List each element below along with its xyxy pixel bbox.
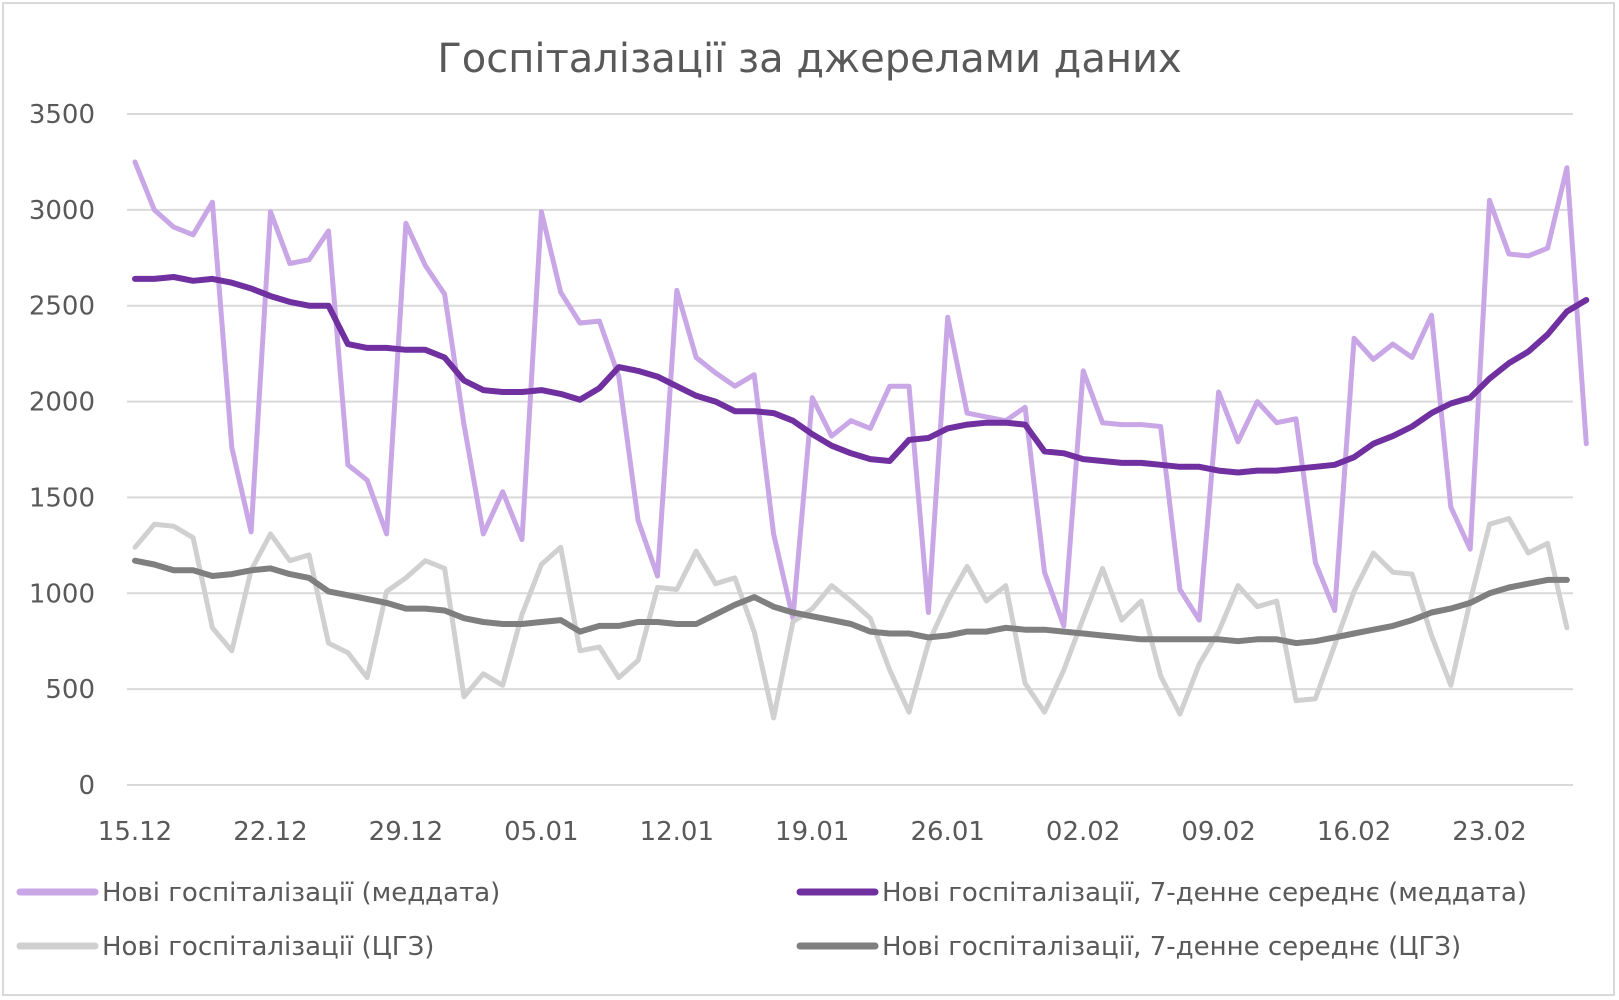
x-tick-label: 19.01 xyxy=(775,817,849,847)
legend-label-3: Нові госпіталізації (ЦГЗ) xyxy=(102,932,434,962)
legend: Нові госпіталізації (меддата) Нові госпіт… xyxy=(16,878,1527,962)
x-tick-label: 29.12 xyxy=(369,817,443,847)
y-tick-label: 2000 xyxy=(29,388,95,418)
series-line-2 xyxy=(132,274,1590,476)
y-tick-label: 500 xyxy=(45,675,95,705)
x-tick-label: 23.02 xyxy=(1452,817,1526,847)
x-tick-label: 12.01 xyxy=(640,817,714,847)
x-tick-label: 26.01 xyxy=(910,817,984,847)
y-tick-label: 3500 xyxy=(29,100,95,130)
x-tick-label: 16.02 xyxy=(1317,817,1391,847)
y-tick-label: 0 xyxy=(78,771,95,801)
legend-label-2: Нові госпіталізації, 7-денне середнє (ме… xyxy=(882,878,1527,908)
x-tick-label: 09.02 xyxy=(1181,817,1255,847)
x-tick-label: 05.01 xyxy=(504,817,578,847)
legend-label-4: Нові госпіталізації, 7-денне середнє (ЦГ… xyxy=(882,932,1461,962)
y-tick-label: 1000 xyxy=(29,579,95,609)
y-tick-label: 1500 xyxy=(29,483,95,513)
chart-title: Госпіталізації за джерелами даних xyxy=(437,36,1182,82)
gridlines xyxy=(127,113,1573,786)
x-tick-label: 22.12 xyxy=(233,817,307,847)
x-axis-ticks: 15.12 22.12 29.12 05.01 12.01 19.01 26.01 02.02… xyxy=(98,817,1527,847)
y-axis-ticks: 0 500 1000 1500 2000 2500 3000 3500 xyxy=(29,100,95,801)
y-tick-label: 3000 xyxy=(29,196,95,226)
y-tick-label: 2500 xyxy=(29,292,95,322)
series-line-1 xyxy=(132,159,1589,629)
x-tick-label: 15.12 xyxy=(98,817,172,847)
series-line-4 xyxy=(132,557,1570,647)
legend-label-1: Нові госпіталізації (меддата) xyxy=(102,878,500,908)
series-line-3 xyxy=(132,516,1570,721)
x-tick-label: 02.02 xyxy=(1046,817,1120,847)
series-lines xyxy=(132,159,1590,721)
